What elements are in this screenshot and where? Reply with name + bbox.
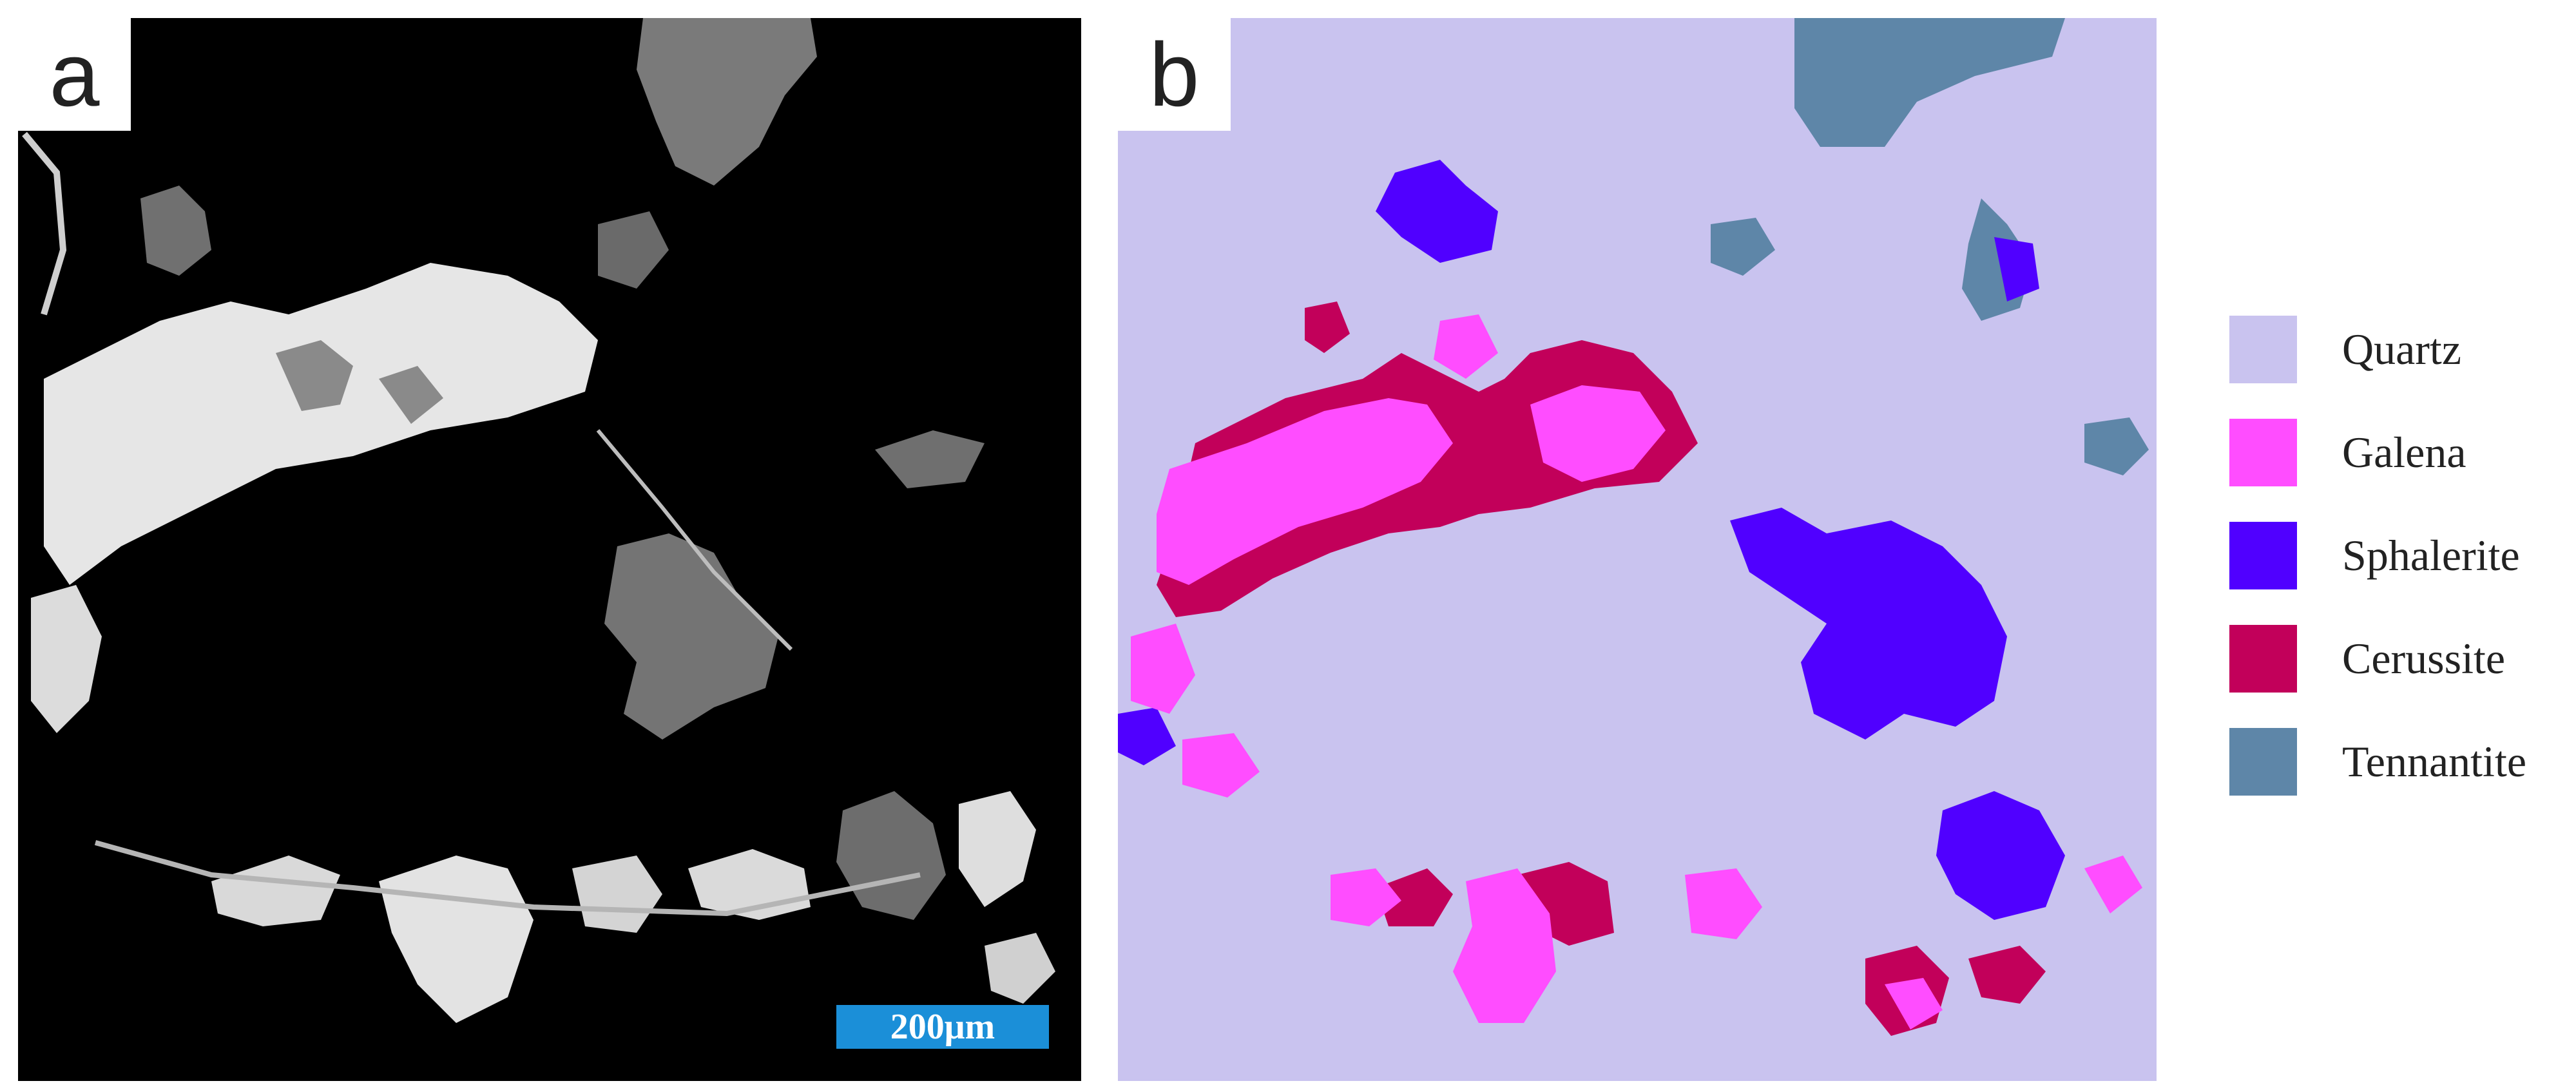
bse-image — [22, 18, 1055, 1023]
panel-label-b: b — [1118, 18, 1231, 131]
legend-swatch — [2229, 316, 2297, 383]
grey-grain — [276, 340, 353, 411]
legend-swatch — [2229, 419, 2297, 486]
legend-swatch — [2229, 728, 2297, 796]
galena-region — [1434, 314, 1498, 379]
legend-item-tennantite: Tennantite — [2229, 715, 2564, 818]
legend-item-quartz: Quartz — [2229, 303, 2564, 406]
cerussite-region — [1305, 301, 1350, 353]
galena-region — [1131, 624, 1195, 714]
grey-grain — [637, 18, 817, 186]
galena-region — [1453, 868, 1556, 1023]
galena-region — [1182, 733, 1260, 798]
bright-grain — [959, 791, 1036, 907]
scale-bar: 200μm — [836, 1005, 1049, 1049]
galena-region — [1331, 868, 1401, 926]
legend-item-cerussite: Cerussite — [2229, 612, 2564, 715]
bright-grain — [211, 856, 340, 926]
sphalerite-region — [1994, 237, 2039, 301]
tennantite-region — [1794, 18, 2065, 147]
sphalerite-region — [1936, 791, 2065, 920]
mineral-legend: Quartz Galena Sphalerite Cerussite Tennantit… — [2229, 303, 2564, 818]
bright-grain — [31, 585, 102, 733]
grey-grain — [604, 533, 778, 740]
grey-grain — [140, 186, 211, 276]
bright-vein — [22, 131, 67, 316]
bright-vein — [94, 840, 921, 917]
legend-swatch — [2229, 522, 2297, 589]
galena-region — [1685, 868, 1762, 939]
panel-label-a: a — [18, 18, 131, 131]
galena-region — [1530, 385, 1666, 482]
bright-grain — [379, 856, 533, 1023]
bright-grain — [985, 933, 1055, 1004]
mineral-map — [1118, 18, 2149, 1036]
bse-image-panel: a 200μm — [18, 18, 1081, 1081]
bright-grain — [572, 856, 662, 933]
grey-grain — [379, 366, 443, 424]
tennantite-region — [1711, 218, 1775, 276]
legend-label: Quartz — [2342, 325, 2462, 374]
mineral-map-panel: b — [1118, 18, 2157, 1081]
galena-region — [2084, 856, 2142, 913]
legend-swatch — [2229, 625, 2297, 693]
legend-label: Sphalerite — [2342, 531, 2520, 580]
sphalerite-region — [1376, 160, 1498, 263]
grey-grain — [598, 211, 669, 289]
galena-region — [1885, 978, 1943, 1029]
bright-vein — [596, 429, 793, 651]
tennantite-region — [2084, 417, 2149, 475]
sphalerite-region — [1730, 508, 2007, 740]
grey-grain — [875, 430, 985, 488]
sphalerite-region — [1118, 707, 1176, 765]
legend-item-sphalerite: Sphalerite — [2229, 509, 2564, 612]
legend-label: Galena — [2342, 428, 2466, 477]
cerussite-region — [1376, 868, 1453, 926]
galena-region — [1157, 398, 1453, 585]
grey-grain — [836, 791, 946, 920]
legend-item-galena: Galena — [2229, 406, 2564, 509]
legend-label: Cerussite — [2342, 634, 2506, 683]
bright-grain — [44, 263, 598, 585]
cerussite-region — [1968, 946, 2046, 1004]
legend-label: Tennantite — [2342, 737, 2527, 786]
